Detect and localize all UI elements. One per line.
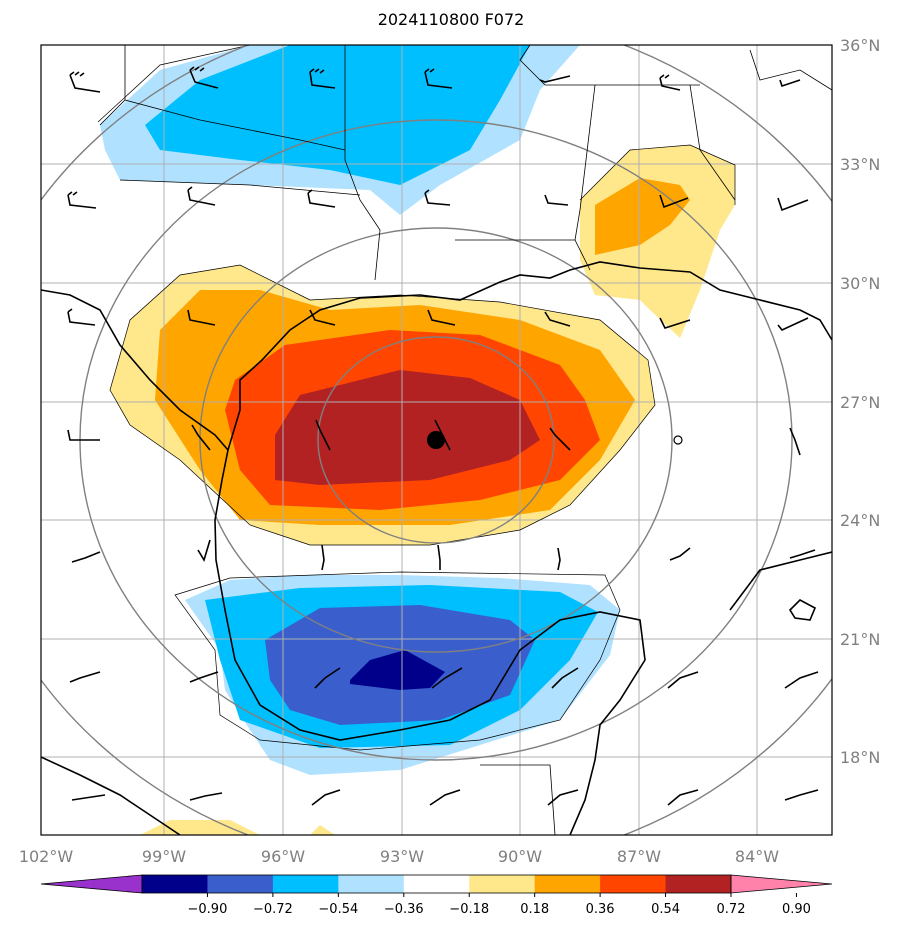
colorbar-segment	[207, 875, 274, 893]
map-title: 2024110800 F072	[377, 10, 525, 29]
contour-neg-072-south	[350, 650, 445, 690]
lon-label: 93°W	[380, 847, 424, 866]
wind-barbs	[67, 66, 819, 806]
colorbar-tick-label: −0.90	[188, 902, 228, 917]
colorbar: −0.90 −0.72 −0.54 −0.36 −0.18 0.18 0.36 0.54 0.7…	[40, 874, 833, 917]
contour-pos-036-ne	[595, 178, 690, 255]
colorbar-tick-label: 0.90	[782, 902, 811, 917]
colorbar-tick-label: −0.36	[384, 902, 424, 917]
map-frame	[40, 44, 833, 836]
colorbar-tick-label: 0.36	[586, 902, 615, 917]
colorbar-tick-label: 0.18	[520, 902, 549, 917]
colorbar-segment	[403, 875, 470, 893]
lat-label: 36°N	[840, 36, 880, 55]
lat-label: 21°N	[840, 630, 880, 649]
colorbar-tick-label: −0.18	[449, 902, 489, 917]
colorbar-segment	[338, 875, 405, 893]
colorbar-segment	[600, 875, 667, 893]
small-ring-marker	[673, 435, 683, 445]
contour-pos-018-south-edge-2	[310, 825, 335, 835]
lon-label: 87°W	[617, 847, 661, 866]
lon-label: 90°W	[498, 847, 542, 866]
longitude-labels: 102°W 99°W 96°W 93°W 90°W 87°W 84°W	[19, 847, 779, 866]
colorbar-segment	[142, 875, 208, 893]
map-area	[41, 45, 832, 835]
colorbar-tick-label: 0.54	[651, 902, 680, 917]
colorbar-segment	[469, 875, 536, 893]
coastlines	[41, 261, 832, 835]
state-borders	[99, 45, 832, 835]
lat-label: 24°N	[840, 511, 880, 530]
storm-center-marker	[427, 431, 445, 449]
colorbar-segment	[665, 875, 732, 893]
contour-pos-072-main	[275, 370, 540, 485]
colorbar-tick-label: 0.72	[717, 902, 746, 917]
colorbar-tick-label: −0.54	[318, 902, 358, 917]
lat-label: 18°N	[840, 748, 880, 767]
lon-label: 99°W	[142, 847, 186, 866]
colorbar-tick-label: −0.72	[253, 902, 293, 917]
lat-label: 30°N	[840, 274, 880, 293]
lat-label: 27°N	[840, 393, 880, 412]
contour-fills	[100, 45, 735, 835]
contour-pos-018-south-edge	[140, 820, 260, 835]
lon-label: 96°W	[261, 847, 305, 866]
colorbar-extend-high	[730, 874, 833, 894]
latitude-labels: 36°N 33°N 30°N 27°N 24°N 21°N 18°N	[840, 36, 880, 767]
colorbar-segment	[534, 875, 601, 893]
contour-outlines	[97, 45, 736, 751]
lat-label: 33°N	[840, 155, 880, 174]
colorbar-segment	[272, 875, 339, 893]
colorbar-outline	[141, 874, 732, 894]
lon-label: 102°W	[19, 847, 74, 866]
contour-neg-036-north	[145, 45, 530, 185]
colorbar-extend-low	[40, 874, 143, 894]
lon-label: 84°W	[735, 847, 779, 866]
